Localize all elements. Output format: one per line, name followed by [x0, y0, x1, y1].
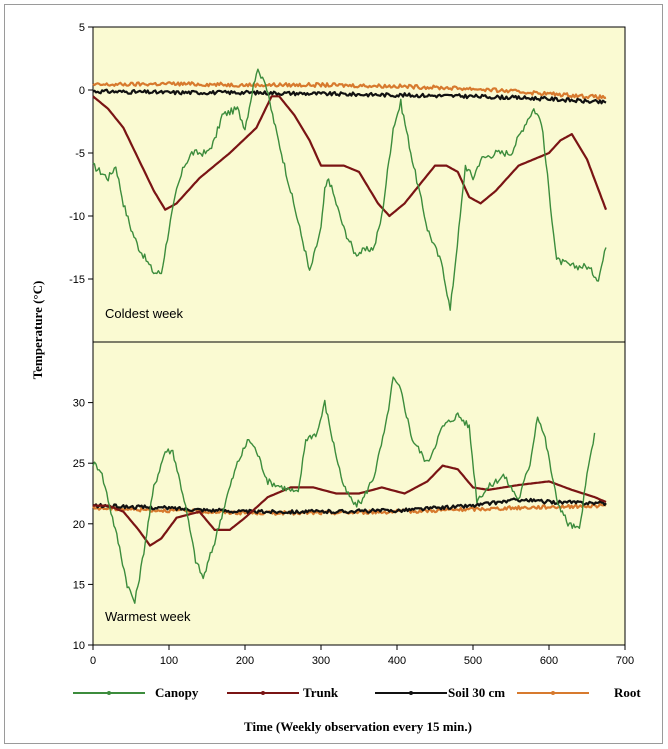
legend-item-soil-30-cm: Soil 30 cm	[375, 685, 505, 700]
y-tick-label: -15	[69, 274, 85, 286]
panel-background	[92, 26, 626, 343]
y-tick-label: -10	[69, 211, 85, 223]
series-line-soil-30-cm	[92, 88, 607, 105]
legend-label: Canopy	[155, 685, 199, 700]
x-tick-label: 400	[388, 655, 406, 667]
legend-item-trunk: Trunk	[227, 685, 339, 700]
legend-marker	[409, 691, 413, 695]
y-tick-label: 0	[79, 85, 85, 97]
y-tick-label: 30	[73, 398, 85, 410]
panel-coldest: -15 -10 -5 0 5 Coldest week	[69, 22, 626, 343]
x-tick-label: 0	[90, 655, 96, 667]
y-tick-label: 25	[73, 458, 85, 470]
panel-label: Coldest week	[105, 306, 184, 321]
x-tick-label: 500	[464, 655, 482, 667]
x-tick-label: 200	[236, 655, 254, 667]
legend-item-root: Root	[517, 685, 641, 700]
x-tick-label: 300	[312, 655, 330, 667]
series-line-canopy	[92, 68, 607, 311]
series-line-soil-30-cm	[92, 497, 607, 515]
legend-marker	[551, 691, 555, 695]
y-tick-label: 20	[73, 519, 85, 531]
x-axis-title: Time (Weekly observation every 15 min.)	[244, 719, 472, 734]
figure-frame: -15 -10 -5 0 5 Coldest week 10 15 20 25 30 0 100 200 3…	[4, 4, 663, 744]
legend-item-canopy: Canopy	[73, 685, 199, 700]
x-tick-label: 100	[160, 655, 178, 667]
series-line-trunk	[92, 95, 608, 218]
legend-marker	[261, 691, 265, 695]
y-tick-label: 10	[73, 640, 85, 652]
y-axis-title: Temperature (°C)	[30, 281, 45, 380]
series-line-canopy	[92, 376, 596, 604]
series-line-root	[92, 81, 607, 100]
panel-background	[92, 341, 626, 646]
y-tick-label: -5	[75, 148, 85, 160]
panel-label: Warmest week	[105, 609, 191, 624]
y-tick-label: 15	[73, 579, 85, 591]
legend-label: Root	[614, 685, 641, 700]
x-tick-label: 700	[616, 655, 634, 667]
y-tick-label: 5	[79, 22, 85, 34]
x-tick-label: 600	[540, 655, 558, 667]
legend-label: Trunk	[303, 685, 339, 700]
legend-label: Soil 30 cm	[448, 685, 505, 700]
legend-marker	[107, 691, 111, 695]
legend: Canopy Trunk Soil 30 cm Root	[73, 685, 641, 700]
